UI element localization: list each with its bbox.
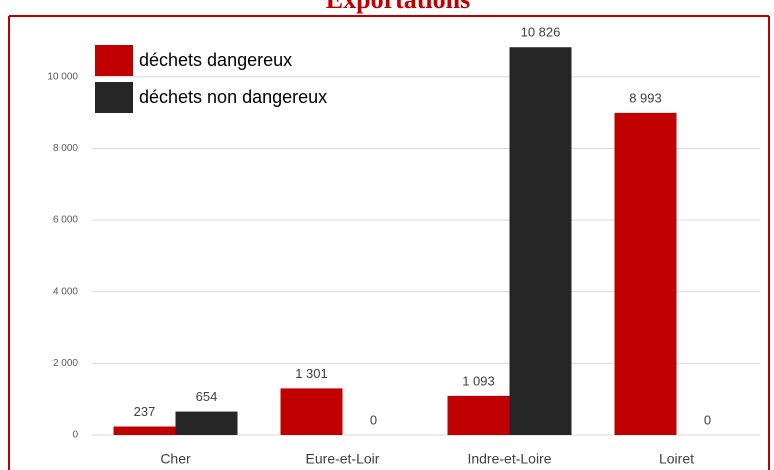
y-tick-label: 2 000 — [53, 358, 78, 369]
value-label: 8 993 — [629, 90, 662, 105]
bar — [113, 426, 176, 435]
value-label: 237 — [134, 404, 156, 419]
bar — [280, 388, 343, 435]
chart-title: Exportations — [326, 0, 470, 14]
x-tick-label: Loiret — [659, 451, 694, 467]
bar — [447, 395, 510, 435]
value-label: 654 — [196, 389, 218, 404]
legend-swatch — [95, 82, 133, 113]
value-label: 1 301 — [295, 366, 328, 381]
x-tick-label: Cher — [160, 451, 191, 467]
bar — [614, 112, 677, 436]
y-tick-label: 4 000 — [53, 286, 78, 297]
y-tick-label: 0 — [72, 430, 78, 441]
value-label: 0 — [704, 412, 711, 427]
value-label: 10 826 — [521, 25, 561, 40]
y-tick-label: 10 000 — [47, 71, 78, 82]
value-label: 0 — [370, 412, 377, 427]
bar — [509, 47, 572, 436]
value-label: 1 093 — [462, 373, 495, 388]
bar — [175, 411, 238, 435]
y-tick-label: 6 000 — [53, 215, 78, 226]
y-tick-label: 8 000 — [53, 143, 78, 154]
legend-label: déchets non dangereux — [139, 87, 327, 107]
x-tick-label: Indre-et-Loire — [467, 451, 551, 467]
x-tick-label: Eure-et-Loir — [306, 451, 380, 467]
legend-label: déchets dangereux — [139, 50, 292, 70]
legend-swatch — [95, 45, 133, 76]
